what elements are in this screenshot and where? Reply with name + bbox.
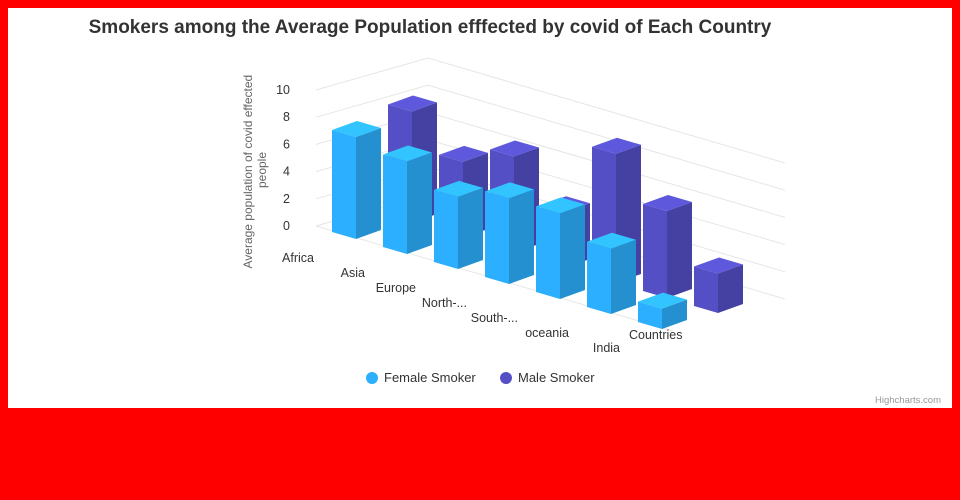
- x-axis-title: Countries: [629, 328, 683, 342]
- chart-card: Smokers among the Average Population eff…: [8, 8, 952, 408]
- bar-side-face: [560, 204, 585, 299]
- bar-female-5[interactable]: [587, 232, 636, 314]
- y-axis-title-line-2: people: [255, 152, 269, 188]
- x-tick-label: oceania: [525, 326, 569, 340]
- bar-side-face: [509, 189, 534, 284]
- y-tick-label: 0: [283, 219, 290, 233]
- x-tick-label: South-...: [471, 311, 518, 325]
- bar-top-face: [332, 121, 381, 137]
- bar-front-face: [434, 189, 458, 269]
- legend-marker-female: [366, 372, 378, 384]
- credits-link[interactable]: Highcharts.com: [875, 395, 941, 406]
- legend-marker-male: [500, 372, 512, 384]
- bar-side-face: [356, 128, 381, 239]
- bar-side-face: [667, 201, 692, 298]
- legend-label-male[interactable]: Male Smoker: [518, 370, 595, 385]
- bar-female-4[interactable]: [536, 197, 585, 299]
- y-tick-label: 2: [283, 192, 290, 206]
- bar-side-face: [458, 187, 483, 269]
- bar-top-face: [434, 180, 483, 197]
- y-tick-label: 6: [283, 137, 290, 151]
- y-axis-title: Average population of covid effected peo…: [241, 71, 269, 268]
- y-axis: 0 2 4 6 8 10: [276, 83, 290, 233]
- bar-front-face: [332, 130, 356, 239]
- x-tick-label: North-...: [422, 296, 467, 310]
- x-tick-label: Europe: [376, 281, 416, 295]
- x-axis: Africa Asia Europe North-... South-... oceani…: [282, 251, 620, 355]
- legend: Female Smoker Male Smoker: [366, 370, 595, 385]
- bar-front-face: [485, 191, 509, 284]
- bar-male-6[interactable]: [694, 257, 743, 313]
- bar-female-1[interactable]: [383, 145, 432, 254]
- chart-title: Smokers among the Average Population eff…: [89, 17, 772, 38]
- y-tick-label: 10: [276, 83, 290, 97]
- bar-front-face: [643, 203, 667, 298]
- bar-front-face: [638, 301, 662, 329]
- legend-label-female[interactable]: Female Smoker: [384, 370, 476, 385]
- bars: [332, 95, 743, 329]
- bar-top-face: [592, 137, 641, 154]
- bar-male-5[interactable]: [643, 194, 692, 298]
- bar-front-face: [383, 154, 407, 254]
- bar-side-face: [662, 299, 687, 329]
- x-tick-label: India: [593, 341, 620, 355]
- bar-top-face: [587, 232, 636, 249]
- bar-side-face: [611, 239, 636, 314]
- bar-top-face: [388, 95, 437, 112]
- bar-top-face: [638, 292, 687, 309]
- grid-line: [315, 84, 786, 191]
- bar-female-0[interactable]: [332, 121, 381, 239]
- bar-top-face: [490, 140, 539, 157]
- y-tick-label: 4: [283, 165, 290, 179]
- x-tick-label: Africa: [282, 251, 314, 265]
- bar-side-face: [407, 152, 432, 254]
- bar-top-face: [694, 257, 743, 274]
- bar-front-face: [536, 206, 560, 299]
- bar-side-face: [718, 264, 743, 313]
- legend-item-male[interactable]: Male Smoker: [500, 370, 595, 385]
- bar-female-6[interactable]: [638, 292, 687, 329]
- bar-top-face: [439, 145, 488, 162]
- legend-item-female[interactable]: Female Smoker: [366, 370, 476, 385]
- bar-front-face: [694, 266, 718, 313]
- bar-top-face: [383, 145, 432, 162]
- bar-top-face: [536, 197, 585, 214]
- bar-female-3[interactable]: [485, 182, 534, 284]
- bar-female-2[interactable]: [434, 180, 483, 269]
- bar-front-face: [587, 241, 611, 314]
- x-tick-label: Asia: [341, 266, 365, 280]
- y-tick-label: 8: [283, 110, 290, 124]
- bar-chart-3d: Smokers among the Average Population eff…: [89, 17, 941, 406]
- bar-top-face: [643, 194, 692, 211]
- grid-line: [315, 57, 786, 164]
- bar-top-face: [485, 182, 534, 199]
- y-axis-title-line-1: Average population of covid effected: [241, 75, 255, 269]
